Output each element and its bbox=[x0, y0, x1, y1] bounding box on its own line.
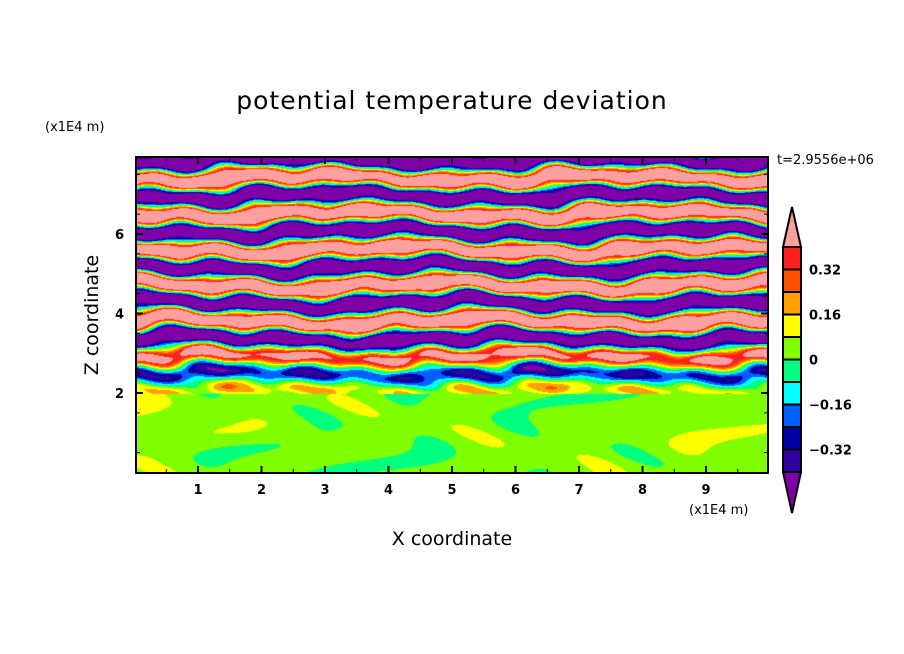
colorbar-swatch bbox=[782, 268, 802, 293]
x-tick-label: 5 bbox=[447, 483, 456, 498]
y-tick-label: 6 bbox=[115, 228, 124, 243]
colorbar-tick-label: 0.16 bbox=[809, 309, 841, 324]
colorbar-swatch bbox=[782, 403, 802, 428]
chart-title: potential temperature deviation bbox=[236, 86, 668, 115]
colorbar-swatch bbox=[782, 291, 802, 316]
x-tick-label: 9 bbox=[701, 483, 710, 498]
x-tick-label: 7 bbox=[574, 483, 583, 498]
plot-frame bbox=[135, 156, 769, 474]
y-tick-label: 2 bbox=[115, 387, 124, 402]
colorbar-extend-min bbox=[781, 471, 803, 514]
colorbar-extend-max bbox=[781, 206, 803, 248]
colorbar-swatch bbox=[782, 358, 802, 383]
time-label: t=2.9556e+06 bbox=[777, 153, 874, 168]
colorbar-tick-label: 0 bbox=[809, 354, 818, 369]
colorbar-tick-label: −0.32 bbox=[809, 444, 852, 459]
colorbar-swatch bbox=[782, 381, 802, 406]
colorbar-tick-label: −0.16 bbox=[809, 399, 852, 414]
x-tick-label: 2 bbox=[257, 483, 266, 498]
x-tick-label: 3 bbox=[320, 483, 329, 498]
colorbar-swatch bbox=[782, 448, 802, 473]
colorbar-swatch bbox=[782, 336, 802, 361]
x-tick-label: 8 bbox=[638, 483, 647, 498]
colorbar-tick-label: 0.32 bbox=[809, 264, 841, 279]
colorbar-swatch bbox=[782, 313, 802, 338]
x-tick-label: 4 bbox=[384, 483, 393, 498]
y-axis-unit: (x1E4 m) bbox=[45, 120, 105, 135]
heatmap-field bbox=[136, 157, 768, 473]
colorbar-swatch bbox=[782, 246, 802, 271]
x-axis-label: X coordinate bbox=[391, 528, 513, 550]
x-axis-unit: (x1E4 m) bbox=[689, 503, 749, 518]
y-tick-label: 4 bbox=[115, 308, 124, 323]
colorbar-swatch bbox=[782, 426, 802, 451]
x-tick-label: 1 bbox=[193, 483, 202, 498]
x-tick-label: 6 bbox=[511, 483, 520, 498]
